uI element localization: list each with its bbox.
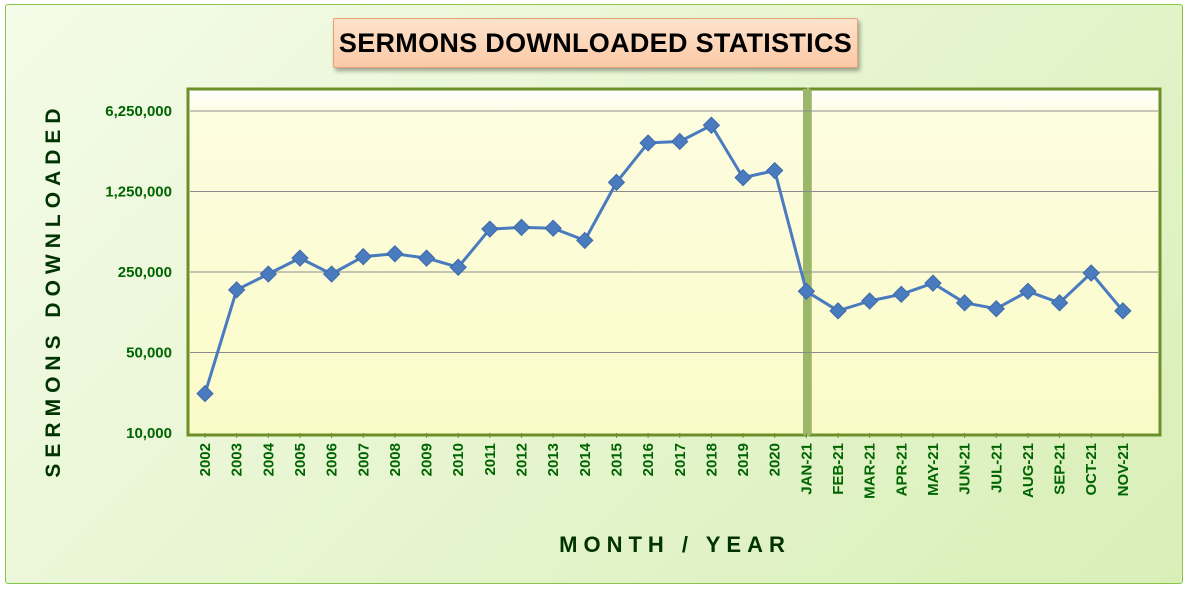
panel-separator [803, 89, 811, 435]
data-point-mar-21 [860, 292, 879, 310]
data-point-2011 [481, 220, 499, 238]
data-point-2003 [227, 281, 246, 299]
data-point-2016 [639, 134, 657, 152]
x-tick-label: 2007 [355, 443, 372, 476]
x-tick-label: FEB-21 [830, 443, 847, 495]
x-tick-label: 2017 [672, 443, 689, 476]
x-tick-label: 2009 [419, 443, 436, 476]
data-point-2009 [417, 249, 436, 267]
x-tick-label: 2018 [703, 443, 720, 476]
data-point-2007 [354, 247, 372, 266]
x-tick-label: 2016 [640, 443, 657, 476]
y-tick-label: 1,250,000 [105, 184, 172, 201]
x-tick-label: JAN-21 [798, 443, 815, 495]
data-point-2014 [576, 231, 594, 250]
data-point-2018 [702, 116, 721, 134]
data-point-2002 [196, 384, 214, 403]
data-point-2015 [607, 173, 626, 192]
data-point-feb-21 [829, 302, 847, 320]
data-point-2013 [544, 219, 562, 237]
data-point-may-21 [924, 274, 942, 292]
x-tick-label: 2014 [577, 442, 594, 476]
x-tick-label: AUG-21 [1020, 443, 1037, 498]
x-tick-label: APR-21 [893, 443, 910, 496]
x-tick-label: 2013 [545, 443, 562, 476]
y-tick-label: 10,000 [126, 425, 172, 442]
data-point-jan-21 [797, 282, 816, 300]
x-tick-label: 2015 [608, 443, 625, 476]
x-tick-label: 2004 [260, 442, 277, 476]
x-tick-label: 2003 [229, 443, 246, 476]
y-tick-label: 50,000 [126, 345, 172, 362]
data-point-2010 [449, 258, 467, 276]
x-tick-label: JUL-21 [988, 443, 1005, 493]
data-point-2006 [322, 265, 341, 283]
data-point-aug-21 [1019, 282, 1037, 300]
x-tick-label: 2020 [767, 443, 784, 476]
y-tick-label: 250,000 [118, 264, 172, 281]
data-point-jun-21 [955, 294, 974, 312]
x-tick-label: NOV-21 [1115, 443, 1132, 496]
data-point-nov-21 [1114, 302, 1132, 320]
x-tick-label: 2005 [292, 443, 309, 476]
x-tick-label: 2012 [514, 443, 531, 476]
data-point-oct-21 [1082, 264, 1100, 282]
x-tick-label: SEP-21 [1052, 443, 1069, 495]
data-point-jul-21 [987, 300, 1005, 318]
x-tick-label: OCT-21 [1083, 443, 1100, 496]
plot-area-months [808, 87, 1162, 437]
x-tick-label: MAY-21 [925, 443, 942, 496]
y-tick-label: 6,250,000 [105, 103, 172, 120]
x-tick-label: 2006 [324, 443, 341, 476]
x-tick-label: 2010 [450, 443, 467, 476]
data-point-2020 [765, 161, 784, 180]
x-tick-label: 2008 [387, 443, 404, 476]
data-point-2005 [291, 249, 309, 267]
data-point-sep-21 [1050, 294, 1069, 312]
x-tick-label: MAR-21 [862, 443, 879, 499]
data-point-2019 [734, 168, 752, 187]
x-axis-label: MONTH / YEAR [559, 532, 791, 557]
data-point-apr-21 [892, 285, 911, 304]
x-tick-label: 2002 [197, 443, 214, 476]
data-point-2017 [671, 132, 689, 151]
x-tick-label: 2011 [482, 443, 499, 476]
data-point-2004 [259, 265, 278, 283]
x-tick-label: JUN-21 [957, 443, 974, 495]
x-tick-label: 2019 [735, 443, 752, 476]
data-point-2008 [386, 245, 404, 263]
data-point-2012 [512, 218, 531, 237]
plot-area-years [186, 87, 808, 437]
chart-title: SERMONS DOWNLOADED STATISTICS [333, 18, 858, 68]
